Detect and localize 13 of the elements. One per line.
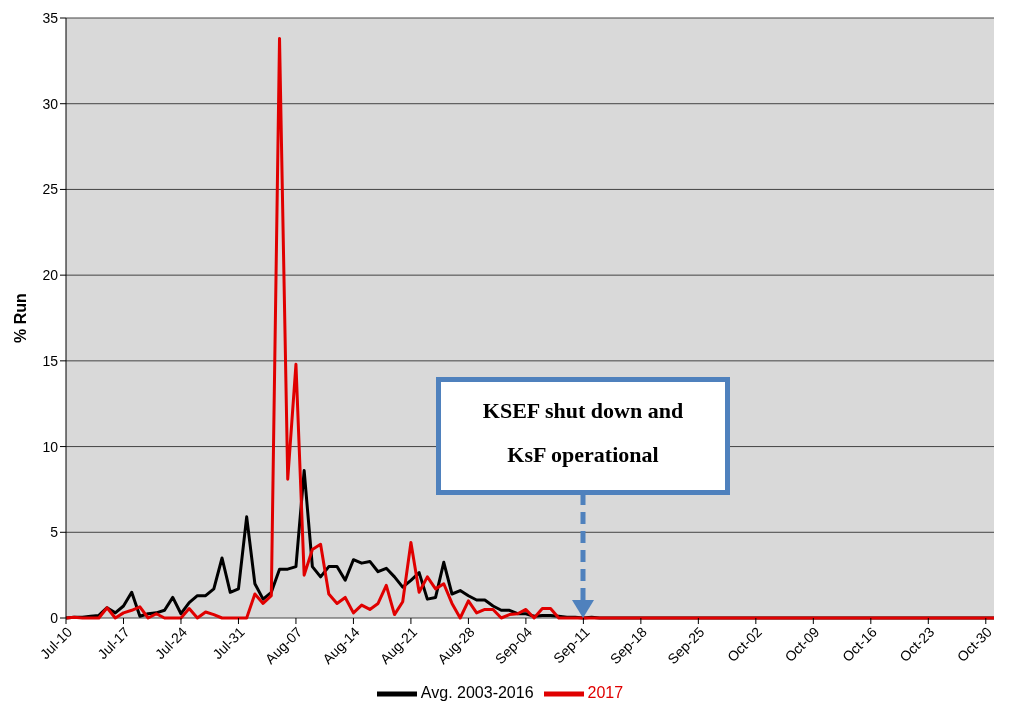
annotation: KSEF shut down and KsF operational — [481, 397, 685, 469]
y-tick-label: 25 — [42, 181, 59, 198]
legend-label: 2017 — [587, 684, 624, 702]
y-tick-label: 30 — [42, 95, 59, 112]
y-tick-label: 0 — [50, 609, 59, 626]
y-axis-title: % Run — [11, 293, 29, 343]
legend-label: Avg. 2003-2016 — [420, 684, 534, 702]
line-series — [64, 37, 996, 620]
y-tick-label: 20 — [42, 267, 59, 284]
y-tick-label: 10 — [42, 438, 59, 455]
y-tick-label: 5 — [50, 524, 59, 541]
y-tick-label: 15 — [42, 352, 59, 369]
y-tick-label: 35 — [42, 9, 59, 26]
